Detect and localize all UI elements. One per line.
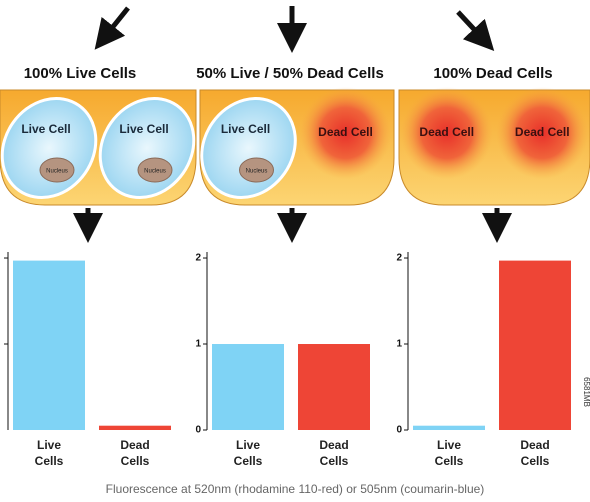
dead-cell (496, 87, 589, 179)
bar (13, 260, 85, 430)
arrow (456, 10, 495, 51)
panel-title: 100% Dead Cells (433, 65, 552, 82)
dead-cell (299, 87, 392, 179)
x-tick-label: Live Cells (434, 438, 464, 468)
arrows (73, 6, 512, 243)
nucleus (137, 157, 173, 183)
x-tick-label: Dead Cells (319, 438, 349, 468)
y-tick-label: 0 (195, 425, 201, 436)
bar (499, 260, 571, 430)
bar (298, 344, 370, 430)
y-tick-label: 1 (195, 339, 201, 350)
dead-cell (400, 87, 493, 179)
nucleus-label: Nucleus (246, 169, 268, 175)
cell-label: Live Cell (221, 122, 270, 136)
cell-label: Dead Cell (515, 125, 570, 139)
arrow (94, 6, 130, 50)
cell-label: Live Cell (119, 122, 168, 136)
y-tick-label: 1 (396, 339, 402, 350)
y-tick-label: 0 (396, 425, 402, 436)
figure-code: 6581MB (582, 377, 590, 407)
cell-label: Live Cell (21, 122, 70, 136)
x-tick-label: Live Cells (233, 438, 263, 468)
x-tick-label: Live Cells (34, 438, 64, 468)
cell-label: Dead Cell (318, 125, 373, 139)
panel-title: 100% Live Cells (24, 65, 137, 82)
bar (413, 425, 485, 430)
bar (99, 425, 171, 430)
panel-title: 50% Live / 50% Dead Cells (196, 65, 384, 82)
y-tick-label: 2 (195, 253, 201, 264)
nucleus-label: Nucleus (144, 169, 166, 175)
nucleus (239, 157, 274, 183)
caption: Fluorescence at 520nm (rhodamine 110-red… (106, 482, 485, 496)
x-tick-label: Dead Cells (120, 438, 150, 468)
bar (212, 344, 284, 430)
nucleus (39, 157, 75, 183)
cell-label: Dead Cell (419, 125, 474, 139)
x-tick-label: Dead Cells (520, 438, 550, 468)
nucleus-label: Nucleus (46, 169, 68, 175)
y-tick-label: 2 (396, 253, 402, 264)
